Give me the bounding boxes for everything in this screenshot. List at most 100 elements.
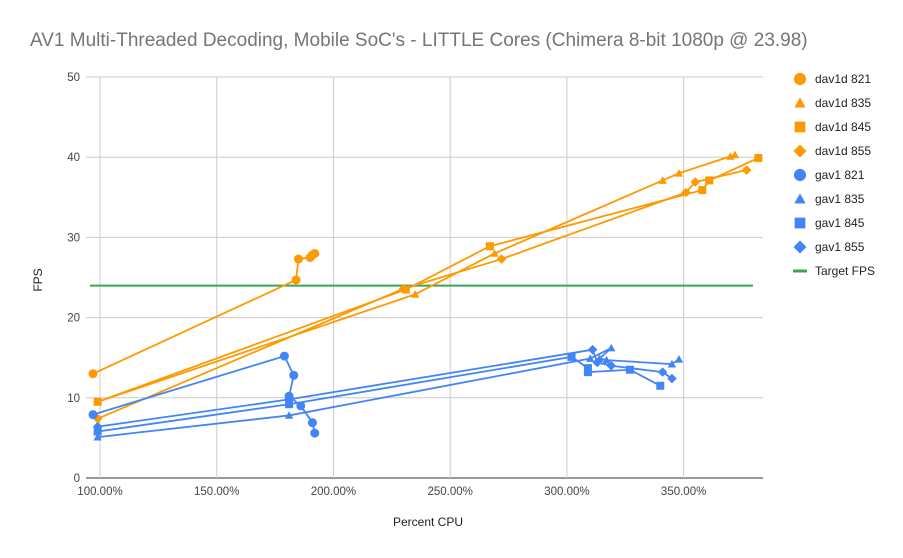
data-point xyxy=(289,370,299,380)
x-tick-label: 350.00% xyxy=(661,486,706,498)
x-axis-title: Percent CPU xyxy=(393,515,463,529)
series-line-gav1-821 xyxy=(92,355,316,434)
legend-swatch xyxy=(794,97,806,108)
y-tick-label: 40 xyxy=(67,152,80,164)
series-dav1d-855 xyxy=(92,165,752,424)
data-point xyxy=(592,357,603,368)
data-point xyxy=(607,343,616,352)
x-tick-label: 300.00% xyxy=(544,486,589,498)
data-point xyxy=(730,150,740,159)
y-tick-label: 0 xyxy=(74,473,80,485)
data-point xyxy=(674,355,684,363)
data-point xyxy=(657,367,668,377)
series-layer xyxy=(88,150,763,441)
data-point xyxy=(310,248,320,258)
data-point xyxy=(754,154,763,163)
legend-label: gav1 845 xyxy=(815,216,865,230)
legend-item: dav1d 845 xyxy=(794,120,871,134)
series-line-dav1d-835 xyxy=(97,153,736,403)
legend-label: dav1d 835 xyxy=(815,96,871,110)
data-point xyxy=(567,352,576,361)
legend-label: dav1d 845 xyxy=(815,120,871,134)
series-line-dav1d-855 xyxy=(97,169,747,420)
data-point xyxy=(93,397,102,406)
legend-item: gav1 821 xyxy=(793,168,865,182)
data-point xyxy=(279,351,289,361)
data-point xyxy=(741,165,752,175)
legend-item: dav1d 835 xyxy=(794,96,871,110)
legend-swatch xyxy=(794,121,806,133)
data-point xyxy=(285,400,294,409)
legend-swatch xyxy=(793,72,807,86)
y-tick-label: 10 xyxy=(67,393,80,405)
series-gav1-835 xyxy=(93,343,684,441)
data-point xyxy=(307,418,317,428)
data-point xyxy=(490,249,499,257)
data-point xyxy=(310,428,320,438)
y-tick-label: 30 xyxy=(67,232,80,244)
series-gav1-855 xyxy=(92,344,677,432)
series-line-dav1d-845 xyxy=(97,157,759,403)
legend-swatch xyxy=(793,168,807,182)
legend-item: dav1d 821 xyxy=(793,72,871,86)
chart-title: AV1 Multi-Threaded Decoding, Mobile SoC'… xyxy=(30,30,808,51)
legend-swatch xyxy=(794,217,806,229)
data-point xyxy=(698,186,707,195)
data-point xyxy=(586,354,595,362)
data-point xyxy=(93,427,102,436)
grid xyxy=(86,76,763,479)
series-line-gav1-835 xyxy=(97,347,680,438)
data-point xyxy=(606,360,617,371)
data-point xyxy=(681,187,691,198)
series-gav1-845 xyxy=(93,352,665,436)
legend-label: gav1 821 xyxy=(815,168,865,182)
data-point xyxy=(291,275,301,285)
data-point xyxy=(284,394,294,405)
data-point xyxy=(656,381,665,390)
x-tick-label: 200.00% xyxy=(311,486,356,498)
legend-swatch xyxy=(793,240,807,254)
legend-item: Target FPS xyxy=(793,264,875,278)
data-point xyxy=(398,283,409,294)
data-point xyxy=(92,421,103,432)
data-point xyxy=(93,432,102,441)
data-point xyxy=(583,368,592,377)
data-point xyxy=(583,364,592,373)
data-point xyxy=(284,411,294,419)
tick-labels: 0 10 20 30 40 50 100.00% 150.00% 200.00% 250.00% 3… xyxy=(67,72,706,498)
series-line-gav1-845 xyxy=(97,355,661,433)
data-point xyxy=(410,290,420,298)
data-point xyxy=(602,355,611,364)
series-dav1d-835 xyxy=(93,150,740,406)
data-point xyxy=(88,369,98,379)
data-point xyxy=(496,254,507,264)
y-tick-label: 50 xyxy=(67,72,80,84)
legend-label: dav1d 855 xyxy=(815,144,871,158)
data-point xyxy=(625,365,634,374)
x-tick-label: 150.00% xyxy=(194,486,239,498)
legend-label: dav1d 821 xyxy=(815,72,871,86)
legend-label: Target FPS xyxy=(815,264,875,278)
data-point xyxy=(296,401,306,411)
y-tick-label: 20 xyxy=(67,313,80,325)
legend-item: dav1d 855 xyxy=(793,144,871,158)
data-point xyxy=(674,169,684,177)
data-point xyxy=(667,359,677,368)
data-point xyxy=(485,242,494,251)
x-tick-label: 250.00% xyxy=(427,486,472,498)
legend-label: gav1 835 xyxy=(815,192,865,206)
data-point xyxy=(92,413,103,424)
data-point xyxy=(293,254,303,264)
legend-swatch xyxy=(794,193,806,204)
y-axis-title: FPS xyxy=(31,268,45,291)
x-tick-label: 100.00% xyxy=(77,486,122,498)
legend-swatch xyxy=(793,144,807,158)
series-dav1d-821 xyxy=(88,248,320,379)
legend-item: gav1 835 xyxy=(794,192,865,206)
data-point xyxy=(88,410,98,420)
data-point xyxy=(705,176,714,185)
legend: dav1d 821 dav1d 835 dav1d 845 dav1d 855 gav1… xyxy=(793,72,875,278)
data-point xyxy=(587,344,598,355)
legend-item: gav1 845 xyxy=(794,216,865,230)
